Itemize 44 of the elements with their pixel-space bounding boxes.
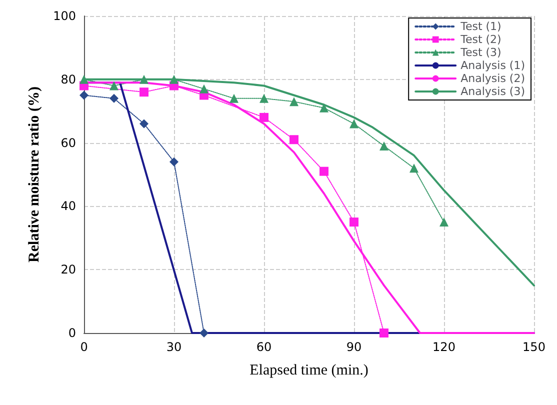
point: [350, 119, 358, 128]
point: [140, 119, 148, 128]
point: [290, 135, 298, 144]
y-axis-title: Relative moisture ratio (%): [26, 86, 42, 262]
point: [440, 218, 448, 227]
point: [200, 84, 208, 94]
point: [290, 97, 298, 106]
point: [80, 90, 88, 100]
point: [80, 74, 88, 84]
x-tick-label: 30: [166, 340, 182, 354]
y-tick-label: 40: [60, 199, 76, 214]
point: [380, 328, 388, 338]
y-tick-label: 100: [53, 9, 76, 23]
legend-label: Test (1): [460, 20, 502, 33]
x-tick-label: 150: [522, 340, 546, 354]
point: [110, 81, 118, 90]
legend-label: Analysis (1): [460, 59, 526, 72]
legend-label: Test (2): [460, 33, 502, 46]
point: [200, 328, 208, 338]
legend-label: Test (3): [460, 46, 502, 59]
point: [320, 166, 328, 176]
x-axis-title: Elapsed time (min.): [250, 362, 368, 378]
x-tick-label: 60: [256, 340, 272, 354]
point: [230, 94, 238, 103]
point: [320, 103, 328, 112]
x-tick-label: 90: [346, 340, 362, 354]
point: [170, 74, 178, 84]
y-tick-label: 20: [60, 262, 76, 277]
point: [110, 94, 118, 103]
x-tick-label: 0: [80, 340, 88, 354]
point: [380, 141, 388, 150]
point: [140, 88, 148, 97]
point: [350, 218, 358, 227]
y-tick-label: 0: [68, 326, 76, 340]
x-tick-label: 120: [432, 340, 456, 354]
y-tick-label: 80: [60, 72, 76, 86]
point: [170, 157, 178, 166]
point: [140, 74, 148, 84]
legend-label: Analysis (3): [460, 85, 526, 98]
point: [260, 112, 268, 122]
y-tick-label: 60: [60, 136, 76, 150]
point: [410, 164, 418, 173]
legend-label: Analysis (2): [460, 72, 526, 85]
point: [260, 94, 268, 103]
